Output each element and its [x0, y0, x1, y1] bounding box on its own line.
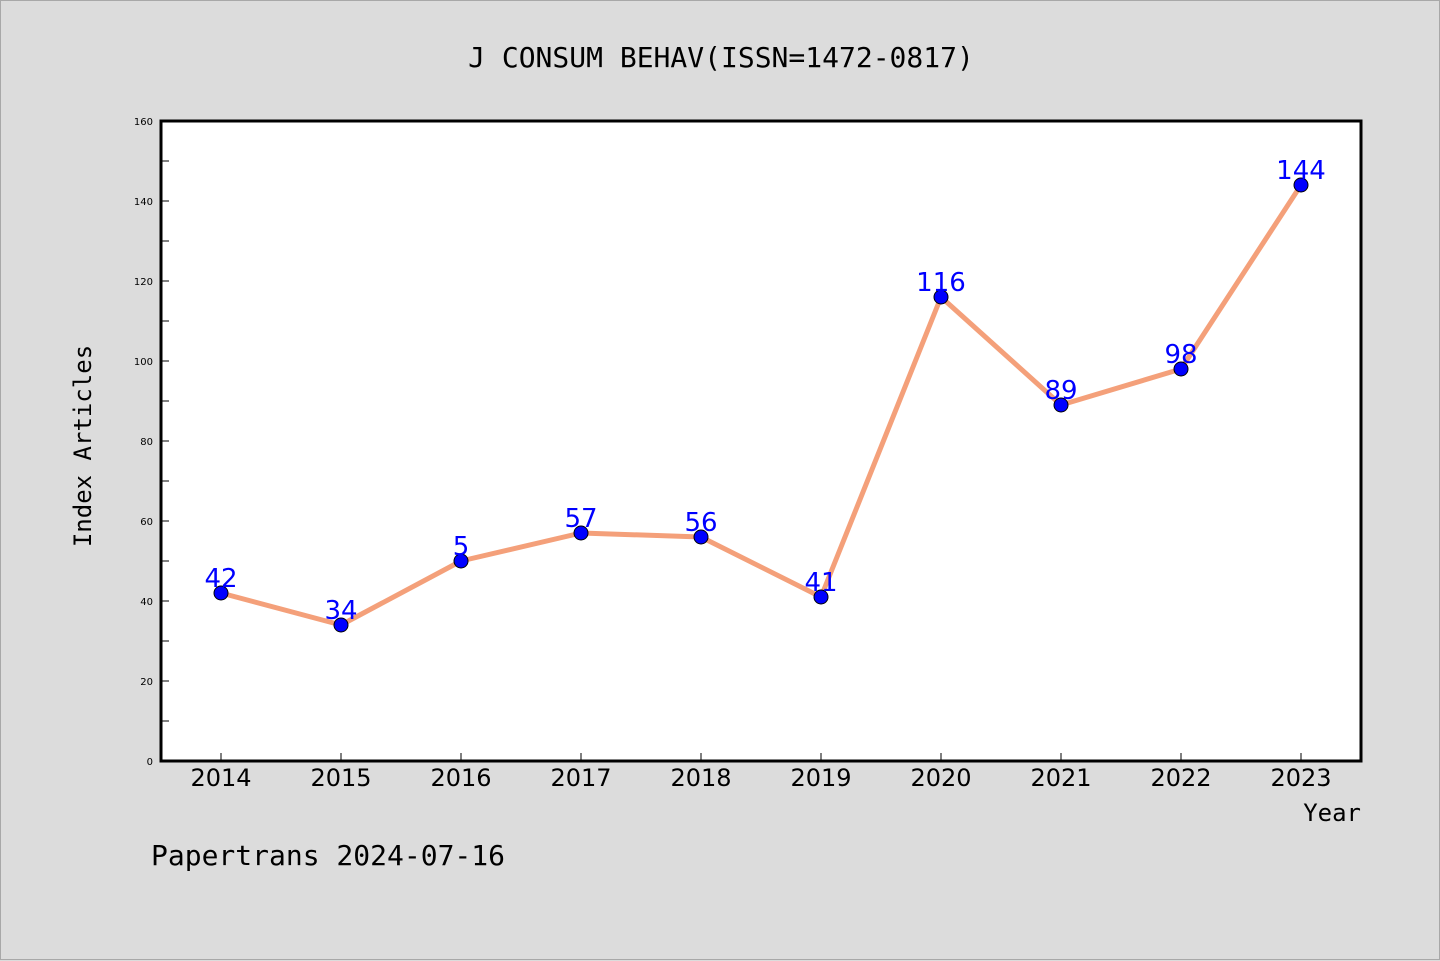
data-point: [933, 289, 949, 305]
y-tick-label: 60: [140, 517, 153, 528]
data-point: [813, 589, 829, 605]
data-point: [333, 617, 349, 633]
data-label: 144: [1276, 156, 1326, 186]
data-point: [453, 553, 469, 569]
series-index-articles: [213, 177, 1309, 633]
data-point: [213, 585, 229, 601]
data-labels: 42 34 5 57 56 41 116 89 98 144: [204, 156, 1325, 626]
data-label: 98: [1164, 340, 1197, 370]
x-tick-label: 2015: [310, 764, 371, 792]
data-label: 116: [916, 268, 966, 298]
y-axis-label: Index Articles: [69, 345, 97, 547]
x-tick-label: 2018: [670, 764, 731, 792]
data-point: [1293, 177, 1309, 193]
y-tick-label: 40: [140, 597, 153, 608]
y-tick-label: 80: [140, 437, 153, 448]
y-axis: 0 20 40 60 80 100 120 140 160: [134, 117, 169, 768]
data-point: [573, 525, 589, 541]
x-tick-label: 2014: [190, 764, 251, 792]
x-tick-label: 2023: [1270, 764, 1331, 792]
data-label: 56: [684, 508, 717, 538]
y-tick-label: 160: [134, 117, 153, 128]
x-tick-label: 2017: [550, 764, 611, 792]
chart-title: J CONSUM BEHAV(ISSN=1472-0817): [468, 41, 974, 74]
data-label: 89: [1044, 376, 1077, 406]
y-tick-label: 120: [134, 277, 153, 288]
data-label: 34: [324, 596, 357, 626]
x-tick-label: 2021: [1030, 764, 1091, 792]
y-tick-label: 100: [134, 357, 153, 368]
x-tick-label: 2019: [790, 764, 851, 792]
data-label: 42: [204, 564, 237, 594]
data-point: [693, 529, 709, 545]
series-line: [218, 182, 1304, 628]
data-point: [1173, 361, 1189, 377]
data-label: 41: [804, 568, 837, 598]
data-label: 57: [564, 504, 597, 534]
x-axis: 2014 2015 2016 2017 2018 2019 2020 2021 2022 2023: [190, 753, 1332, 792]
x-tick-label: 2020: [910, 764, 971, 792]
x-tick-label: 2022: [1150, 764, 1211, 792]
plot-area: [159, 119, 1363, 763]
x-axis-label: Year: [1303, 799, 1361, 827]
footer-watermark: Papertrans 2024-07-16: [151, 839, 505, 872]
y-tick-label: 20: [140, 677, 153, 688]
data-point: [1053, 397, 1069, 413]
data-label: 5: [453, 532, 470, 562]
y-tick-label: 0: [147, 757, 153, 768]
y-tick-label: 140: [134, 197, 153, 208]
x-tick-label: 2016: [430, 764, 491, 792]
